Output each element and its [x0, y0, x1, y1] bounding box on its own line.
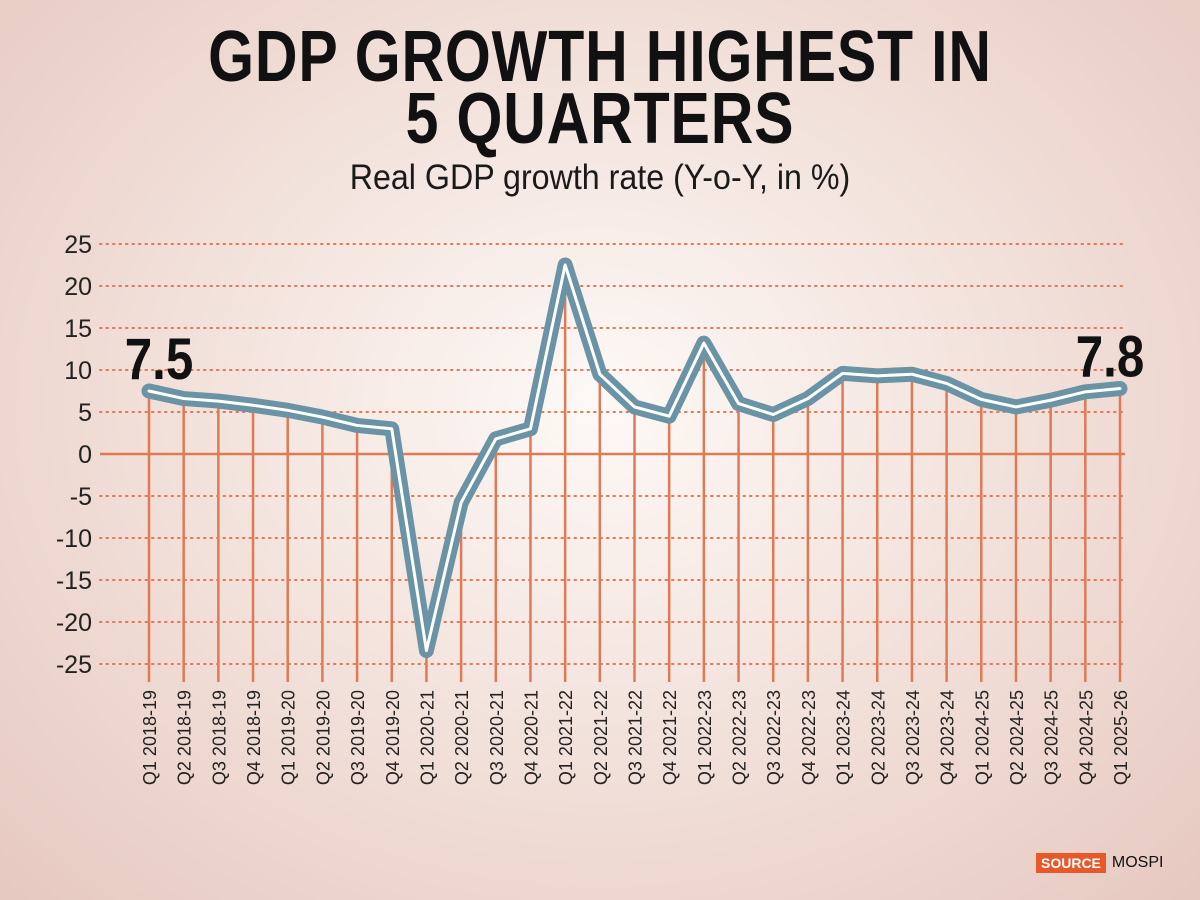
y-tick-label: 25 [64, 231, 92, 259]
x-tick-label: Q1 2020-21 [417, 690, 437, 785]
source-name: MOSPI [1111, 854, 1164, 871]
data-point [321, 416, 324, 419]
data-point [182, 397, 185, 400]
x-tick-label: Q4 2024-25 [1076, 690, 1096, 785]
x-tick-label: Q4 2022-23 [799, 690, 819, 785]
data-point [425, 649, 428, 652]
data-point [1119, 387, 1121, 390]
y-tick-label: 10 [64, 357, 92, 385]
y-tick-label: 15 [64, 315, 92, 343]
x-tick-label: Q1 2019-20 [279, 690, 299, 785]
data-point [910, 373, 913, 376]
title-line-2: 5 QUARTERS [405, 79, 795, 159]
data-point [252, 404, 255, 407]
y-tick-label: -15 [56, 567, 92, 595]
title-line-1: GDP GROWTH HIGHEST IN [208, 17, 992, 97]
x-tick-label: Q2 2022-23 [730, 690, 750, 785]
x-tick-label: Q4 2019-20 [383, 690, 403, 785]
data-point [1014, 405, 1017, 408]
x-tick-label: Q4 2023-24 [938, 690, 958, 785]
data-point [494, 437, 497, 440]
x-tick-label: Q4 2020-21 [521, 690, 541, 785]
data-label: 7.5 [125, 327, 194, 392]
data-point [806, 397, 809, 400]
y-tick-label: 5 [78, 399, 92, 427]
data-point [564, 264, 567, 266]
data-point [633, 405, 636, 408]
data-point [980, 398, 983, 401]
data-point [668, 415, 671, 418]
x-tick-label: Q2 2023-24 [868, 690, 888, 785]
y-tick-label: -5 [70, 483, 92, 511]
x-tick-label: Q2 2021-22 [591, 690, 611, 785]
data-point [945, 382, 948, 385]
data-point [529, 427, 532, 430]
x-tick-label: Q2 2024-25 [1007, 690, 1027, 785]
source-badge: SOURCE [1036, 853, 1106, 873]
data-point [390, 427, 393, 430]
x-tick-label: Q1 2022-23 [695, 690, 715, 785]
x-tick-label: Q4 2018-19 [244, 690, 264, 785]
chart-subtitle: Real GDP growth rate (Y-o-Y, in %) [349, 158, 851, 197]
data-point [702, 342, 705, 345]
data-point [217, 400, 220, 403]
x-tick-label: Q2 2020-21 [452, 690, 472, 785]
x-tick-label: Q3 2021-22 [626, 690, 646, 785]
data-point [356, 424, 359, 427]
data-point [460, 501, 463, 504]
chart-title: GDP GROWTH HIGHEST IN 5 QUARTERS [108, 17, 1092, 159]
data-point [1049, 399, 1052, 402]
x-tick-label: Q3 2018-19 [209, 690, 229, 785]
y-tick-label: -10 [56, 525, 92, 553]
data-point [876, 374, 879, 377]
x-tick-label: Q3 2024-25 [1042, 690, 1062, 785]
x-tick-label: Q3 2020-21 [487, 690, 507, 785]
x-tick-label: Q2 2019-20 [313, 690, 333, 785]
data-label: 7.8 [1076, 325, 1145, 390]
x-tick-label: Q1 2025-26 [1111, 690, 1131, 785]
x-tick-label: Q1 2023-24 [834, 690, 854, 785]
y-tick-label: -25 [56, 651, 92, 679]
y-tick-label: -20 [56, 609, 92, 637]
source-credit: SOURCE MOSPI [1036, 853, 1163, 873]
x-tick-label: Q1 2018-19 [140, 690, 160, 785]
data-point [772, 413, 775, 416]
data-point [737, 402, 740, 405]
data-point [148, 390, 150, 392]
y-tick-label: 0 [78, 441, 92, 469]
x-tick-label: Q3 2023-24 [903, 690, 923, 785]
x-tick-label: Q4 2021-22 [660, 690, 680, 785]
x-tick-label: Q3 2022-23 [764, 690, 784, 785]
data-point [286, 409, 289, 412]
x-tick-label: Q2 2018-19 [175, 690, 195, 785]
x-tick-label: Q3 2019-20 [348, 690, 368, 785]
data-point [841, 372, 844, 375]
x-tick-label: Q1 2024-25 [972, 690, 992, 785]
data-point [598, 373, 601, 376]
x-tick-label: Q1 2021-22 [556, 690, 576, 785]
y-tick-label: 20 [64, 273, 92, 301]
data-point [1084, 390, 1087, 393]
